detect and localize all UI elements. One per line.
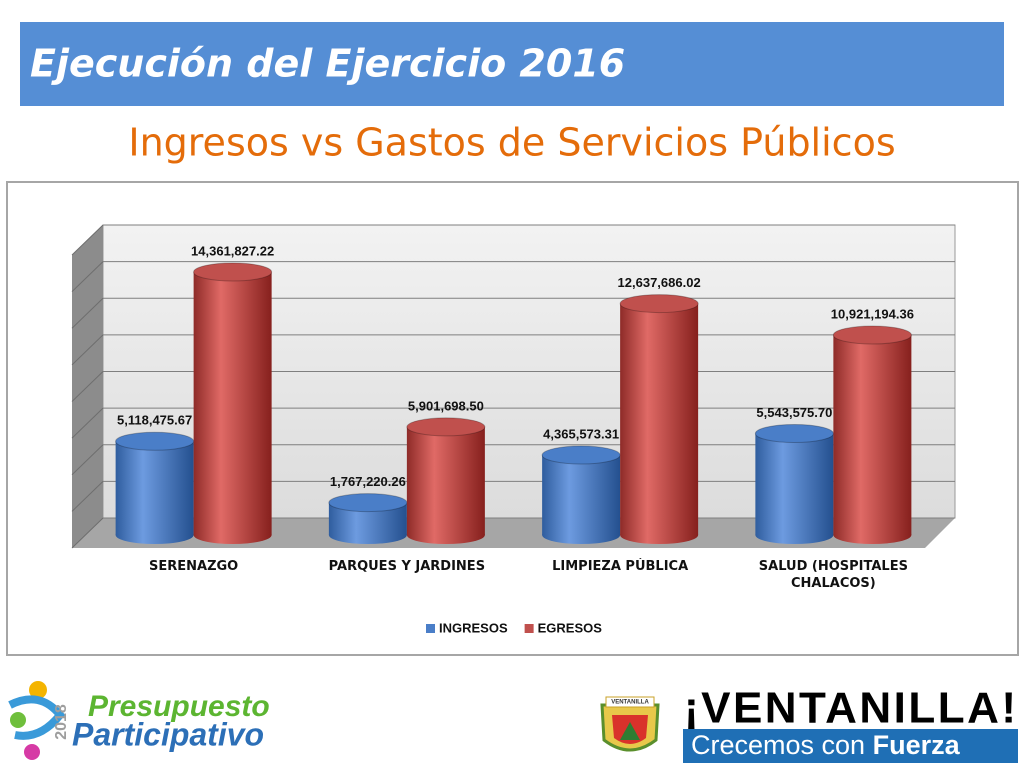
tagline-text: Crecemos con bbox=[691, 730, 865, 760]
header-band bbox=[20, 22, 1004, 106]
tagline-band bbox=[683, 729, 1018, 763]
x-label-box: PARQUES Y JARDINES bbox=[328, 559, 486, 574]
bar bbox=[542, 455, 621, 535]
side-grid-line bbox=[71, 297, 104, 329]
legend-swatch bbox=[524, 624, 534, 633]
legend-swatch bbox=[426, 624, 435, 633]
side-grid-line bbox=[71, 407, 104, 439]
brand: ¡VENTANILLA! bbox=[684, 684, 1016, 733]
bar-top bbox=[406, 417, 486, 437]
side-grid-line bbox=[71, 224, 104, 256]
x-tick-label: PARQUES Y JARDINES bbox=[328, 559, 486, 574]
bar bbox=[620, 303, 699, 535]
tagline-emphasis: Fuerza bbox=[873, 730, 961, 760]
data-label: 12,637,686.02 bbox=[618, 275, 701, 290]
side-grid-line bbox=[71, 371, 104, 402]
data-label: 1,767,220.26 bbox=[330, 474, 406, 489]
bar bbox=[833, 335, 912, 535]
bar-top bbox=[619, 294, 699, 314]
data-label: 10,921,194.36 bbox=[831, 306, 914, 321]
tagline: Crecemos con Fuerza bbox=[691, 730, 961, 760]
side-grid-line bbox=[71, 261, 104, 292]
data-label: 5,543,575.70 bbox=[756, 405, 832, 420]
x-tick-label: LIMPIEZA PÚBLICA bbox=[552, 559, 689, 574]
bar-top bbox=[193, 262, 273, 282]
x-label-box: LIMPIEZA PÚBLICA bbox=[552, 559, 689, 574]
logo-year: 2018 bbox=[53, 704, 70, 740]
title: Ejecución del Ejercicio 2016 bbox=[30, 42, 625, 86]
logo-dot bbox=[29, 681, 47, 699]
logo-swirl bbox=[8, 695, 66, 740]
bar-top bbox=[328, 493, 408, 513]
bar-top bbox=[754, 423, 834, 443]
legend-label: EGRESOS bbox=[538, 620, 603, 635]
logo-presupuesto: 2018 Presupuesto Participativo bbox=[8, 681, 270, 760]
crest-banner bbox=[605, 696, 655, 708]
side-grid-line bbox=[71, 334, 104, 366]
data-label: 4,365,573.31 bbox=[543, 426, 619, 441]
crest: VENTANILLA bbox=[600, 696, 660, 752]
logo-dot bbox=[24, 744, 40, 760]
bar-top bbox=[832, 325, 912, 345]
x-tick-label: SERENAZGO bbox=[149, 559, 239, 574]
floor bbox=[72, 518, 955, 548]
data-label: 5,901,698.50 bbox=[408, 398, 484, 413]
side-grid-line bbox=[71, 517, 104, 549]
bar bbox=[115, 441, 194, 535]
logo-dot bbox=[10, 712, 26, 728]
x-label-box: SALUD (HOSPITALES CHALACOS) bbox=[758, 559, 908, 591]
side-grid-line bbox=[71, 444, 104, 476]
side-grid-line bbox=[71, 481, 104, 512]
bar-top bbox=[541, 445, 621, 465]
logo-top: Presupuesto bbox=[88, 690, 270, 723]
x-tick-label: SALUD (HOSPITALES CHALACOS) bbox=[758, 559, 908, 591]
bar bbox=[755, 433, 834, 535]
bar bbox=[406, 426, 485, 535]
logo-bottom: Participativo bbox=[72, 716, 264, 752]
data-label: 5,118,475.67 bbox=[117, 413, 192, 428]
bar-top bbox=[115, 431, 195, 451]
bar bbox=[193, 271, 272, 535]
legend-label: INGRESOS bbox=[439, 620, 508, 635]
x-label-box: SERENAZGO bbox=[149, 559, 239, 574]
data-label: 14,361,827.22 bbox=[191, 243, 274, 258]
crest-text: VENTANILLA bbox=[611, 700, 649, 706]
crest-hill bbox=[620, 722, 640, 740]
subtitle: Ingresos vs Gastos de Servicios Públicos bbox=[128, 121, 895, 165]
